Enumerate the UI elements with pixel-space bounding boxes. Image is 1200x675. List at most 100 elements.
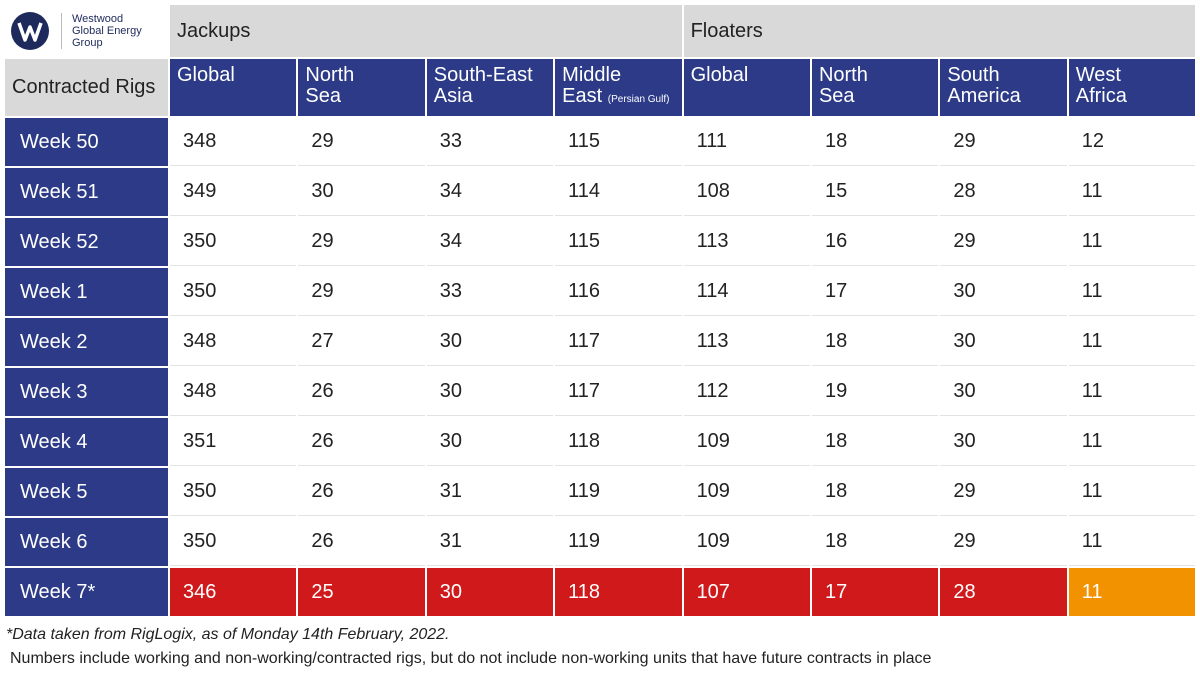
value-cell: 19 [811, 368, 939, 416]
value-cell: 17 [811, 568, 939, 616]
value-cell: 350 [170, 268, 297, 316]
value-cell: 29 [940, 218, 1067, 266]
value-cell: 18 [811, 318, 939, 366]
value-cell: 30 [940, 418, 1067, 466]
column-header-line: North [819, 65, 931, 86]
column-header: South-East Asia [426, 59, 554, 116]
column-header-text: South [947, 64, 1000, 86]
column-header-line: Global [177, 65, 289, 86]
column-header-text: America [947, 85, 1021, 107]
column-header: Global [683, 59, 810, 116]
value-cell: 351 [170, 418, 297, 466]
value-cell: 26 [298, 418, 425, 466]
column-header-line: America [947, 86, 1059, 107]
value-cell: 108 [683, 168, 810, 216]
value-cell: 29 [298, 218, 425, 266]
value-cell: 113 [683, 218, 810, 266]
column-header-line: Asia [434, 86, 546, 107]
value-cell: 11 [1068, 268, 1196, 316]
value-cell: 350 [170, 468, 297, 516]
value-cell: 350 [170, 518, 297, 566]
value-cell: 349 [170, 168, 297, 216]
column-header-line: South [947, 65, 1059, 86]
row-label: Week 6 [5, 518, 168, 566]
column-header-text: Middle [562, 64, 622, 86]
value-cell: 30 [940, 368, 1067, 416]
value-cell: 30 [426, 568, 554, 616]
column-header-text: Sea [305, 85, 341, 107]
value-cell: 115 [555, 218, 682, 266]
value-cell: 31 [426, 518, 554, 566]
value-cell: 33 [426, 268, 554, 316]
column-header-text: Global [177, 64, 235, 86]
value-cell: 18 [811, 468, 939, 516]
row-label: Week 7* [5, 568, 168, 616]
value-cell: 117 [555, 368, 682, 416]
value-cell: 28 [940, 568, 1067, 616]
column-header-line: East (Persian Gulf) [562, 86, 674, 110]
value-cell: 29 [940, 118, 1067, 166]
column-header: North Sea [298, 59, 425, 116]
row-label: Week 4 [5, 418, 168, 466]
row-label: Week 1 [5, 268, 168, 316]
value-cell: 30 [940, 318, 1067, 366]
value-cell: 348 [170, 318, 297, 366]
column-header-line: Global [691, 65, 803, 86]
value-cell: 118 [555, 568, 682, 616]
value-cell: 18 [811, 118, 939, 166]
column-header-line: Sea [305, 86, 417, 107]
value-cell: 11 [1068, 218, 1196, 266]
value-cell: 30 [940, 268, 1067, 316]
value-cell: 33 [426, 118, 554, 166]
logo-line: Group [72, 37, 103, 49]
value-cell: 25 [298, 568, 425, 616]
column-header-line: Africa [1076, 86, 1188, 107]
column-header-text: Sea [818, 85, 855, 107]
value-cell: 16 [811, 218, 939, 266]
value-cell: 11 [1068, 518, 1196, 566]
value-cell: 28 [940, 168, 1067, 216]
column-header-text: West [1075, 64, 1121, 86]
value-cell: 18 [811, 418, 939, 466]
value-cell: 350 [170, 218, 297, 266]
row-label: Week 2 [5, 318, 168, 366]
value-cell: 118 [555, 418, 682, 466]
value-cell: 117 [555, 318, 682, 366]
value-cell: 116 [555, 268, 682, 316]
logo: Westwood Global Energy Group [5, 5, 168, 57]
value-cell: 109 [683, 518, 810, 566]
value-cell: 111 [683, 118, 810, 166]
column-header: Global [170, 59, 297, 116]
column-header: Middle East (Persian Gulf) [555, 59, 682, 116]
value-cell: 119 [555, 468, 682, 516]
logo-icon [11, 12, 49, 50]
column-header-text: North [818, 64, 868, 86]
value-cell: 15 [811, 168, 939, 216]
rig-table: Westwood Global Energy Group Jackups Float… [5, 5, 1196, 616]
value-cell: 18 [811, 518, 939, 566]
value-cell: 31 [426, 468, 554, 516]
footnote: Numbers include working and non-working/… [10, 650, 932, 667]
footnote: *Data taken from RigLogix, as of Monday … [6, 626, 450, 643]
value-cell: 11 [1068, 418, 1196, 466]
value-cell: 29 [940, 468, 1067, 516]
column-header-line: Middle [562, 65, 674, 86]
value-cell: 29 [940, 518, 1067, 566]
row-label: Week 5 [5, 468, 168, 516]
value-cell: 114 [683, 268, 810, 316]
value-cell: 109 [683, 468, 810, 516]
value-cell: 11 [1068, 568, 1196, 616]
logo-line: Westwood [72, 13, 124, 25]
value-cell: 112 [683, 368, 810, 416]
value-cell: 11 [1068, 468, 1196, 516]
value-cell: 115 [555, 118, 682, 166]
value-cell: 12 [1068, 118, 1196, 166]
column-header-text: Asia [433, 85, 473, 107]
value-cell: 107 [683, 568, 810, 616]
value-cell: 26 [298, 518, 425, 566]
column-header-line: West [1076, 65, 1188, 86]
row-label: Week 51 [5, 168, 168, 216]
value-cell: 114 [555, 168, 682, 216]
row-label: Week 52 [5, 218, 168, 266]
